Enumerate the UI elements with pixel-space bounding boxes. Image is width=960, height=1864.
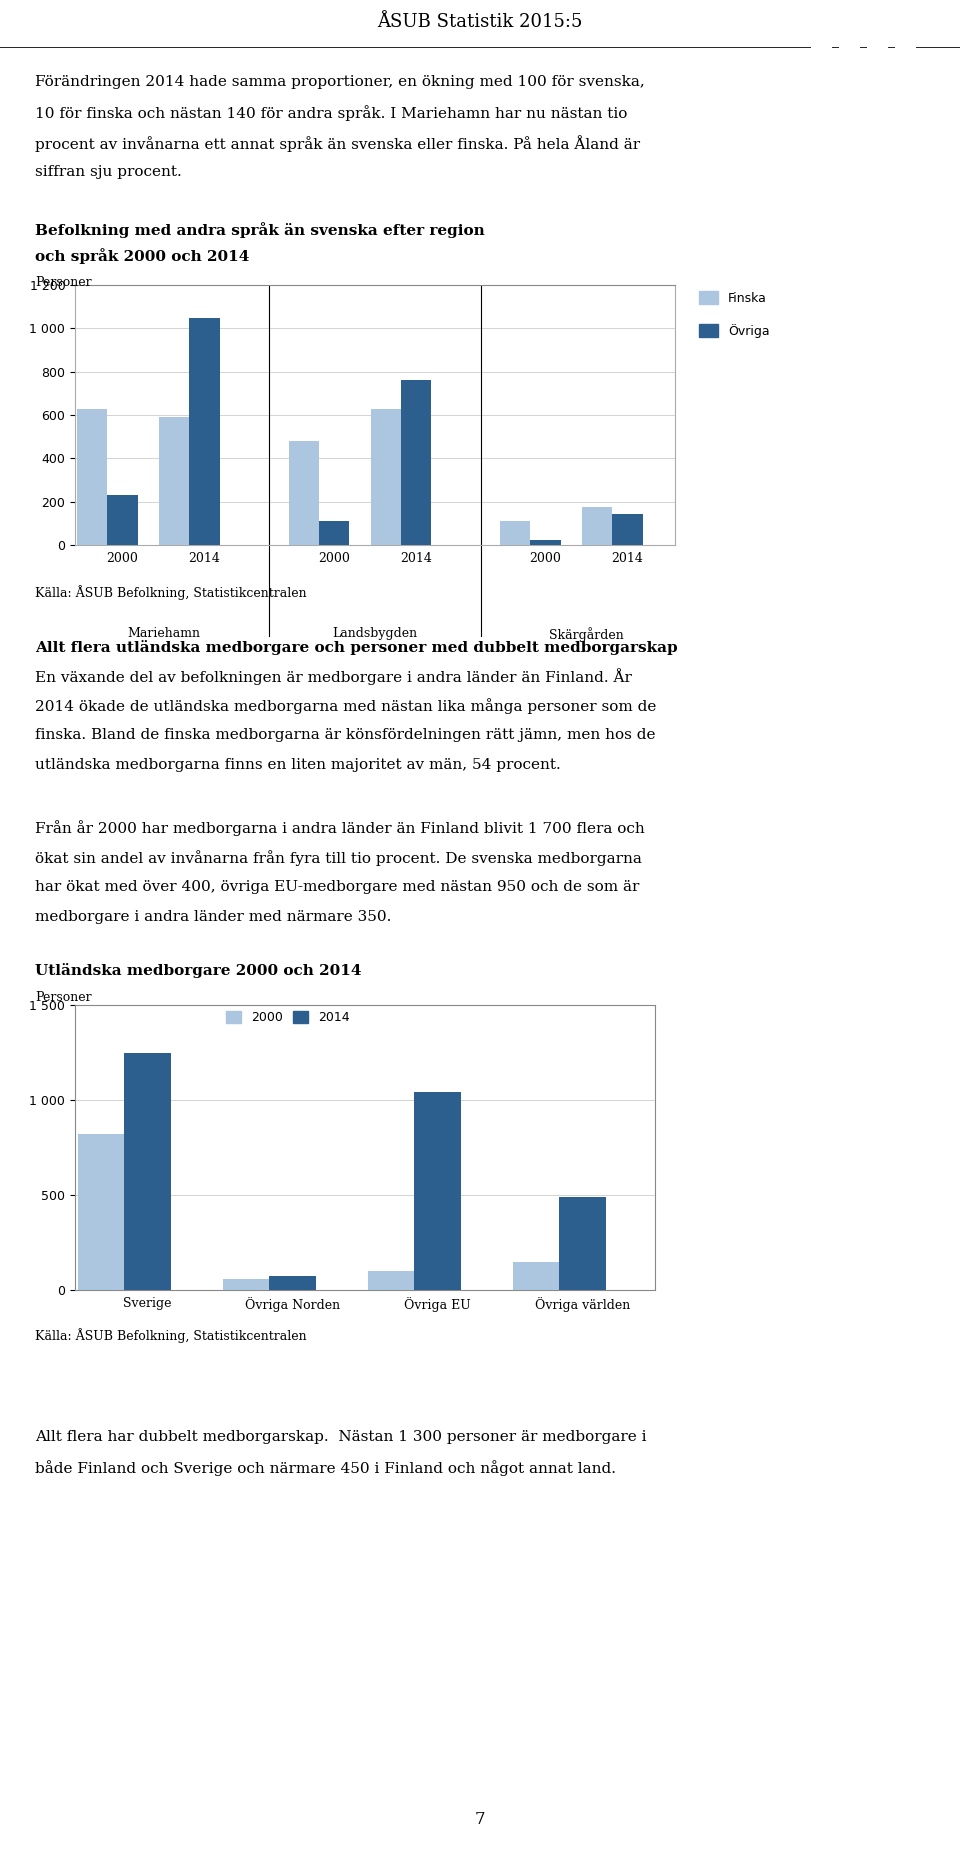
Text: Skärgården: Skärgården — [549, 628, 624, 643]
Legend: 2000, 2014: 2000, 2014 — [227, 1012, 349, 1023]
Bar — [270, 1275, 316, 1290]
Bar — [867, 15, 887, 52]
Text: Befolkning med andra språk än svenska efter region: Befolkning med andra språk än svenska ef… — [35, 222, 485, 239]
Bar — [612, 514, 642, 544]
Bar — [838, 26, 859, 52]
Text: 7: 7 — [474, 1812, 486, 1829]
Bar — [319, 522, 349, 544]
Text: Personer: Personer — [35, 276, 91, 289]
Bar — [189, 317, 220, 544]
Text: ÅSUB Statistik 2015:5: ÅSUB Statistik 2015:5 — [377, 13, 583, 30]
Text: Landsbygden: Landsbygden — [332, 628, 418, 641]
Bar — [77, 408, 108, 544]
Text: Källa: ÅSUB Befolkning, Statistikcentralen: Källa: ÅSUB Befolkning, Statistikcentral… — [35, 585, 306, 600]
Bar — [810, 37, 831, 52]
Text: Utländska medborgare 2000 och 2014: Utländska medborgare 2000 och 2014 — [35, 964, 362, 979]
Bar — [369, 1271, 415, 1290]
Text: ÅSUB: ÅSUB — [862, 32, 892, 41]
Text: finska. Bland de finska medborgarna är könsfördelningen rätt jämn, men hos de: finska. Bland de finska medborgarna är k… — [35, 729, 656, 742]
Text: medborgare i andra länder med närmare 350.: medborgare i andra länder med närmare 35… — [35, 910, 392, 925]
Text: Allt flera har dubbelt medborgarskap.  Nästan 1 300 personer är medborgare i: Allt flera har dubbelt medborgarskap. Nä… — [35, 1430, 646, 1445]
Text: ökat sin andel av invånarna från fyra till tio procent. De svenska medborgarna: ökat sin andel av invånarna från fyra ti… — [35, 850, 642, 867]
Bar — [371, 408, 401, 544]
Bar — [108, 496, 137, 544]
Text: Förändringen 2014 hade samma proportioner, en ökning med 100 för svenska,: Förändringen 2014 hade samma proportione… — [35, 75, 645, 89]
Bar — [401, 380, 431, 544]
Text: procent av invånarna ett annat språk än svenska eller finska. På hela Åland är: procent av invånarna ett annat språk än … — [35, 134, 640, 151]
Bar — [159, 418, 189, 544]
Bar — [500, 522, 530, 544]
Bar — [79, 1133, 125, 1290]
Text: 10 för finska och nästan 140 för andra språk. I Mariehamn har nu nästan tio: 10 för finska och nästan 140 för andra s… — [35, 104, 628, 121]
Text: både Finland och Sverige och närmare 450 i Finland och något annat land.: både Finland och Sverige och närmare 450… — [35, 1460, 616, 1476]
Text: utländska medborgarna finns en liten majoritet av män, 54 procent.: utländska medborgarna finns en liten maj… — [35, 759, 561, 772]
Bar — [415, 1092, 461, 1290]
Text: Mariehamn: Mariehamn — [127, 628, 200, 641]
Bar — [895, 6, 916, 52]
Bar — [125, 1053, 171, 1290]
Text: Allt flera utländska medborgare och personer med dubbelt medborgarskap: Allt flera utländska medborgare och pers… — [35, 639, 678, 654]
Bar — [530, 539, 561, 544]
Bar — [582, 507, 612, 544]
Bar — [289, 442, 319, 544]
Text: Personer: Personer — [35, 992, 91, 1005]
Text: har ökat med över 400, övriga EU-medborgare med nästan 950 och de som är: har ökat med över 400, övriga EU-medborg… — [35, 880, 639, 895]
Legend: Finska, Övriga: Finska, Övriga — [699, 291, 770, 337]
Text: Källa: ÅSUB Befolkning, Statistikcentralen: Källa: ÅSUB Befolkning, Statistikcentral… — [35, 1327, 306, 1342]
Text: siffran sju procent.: siffran sju procent. — [35, 166, 181, 179]
Text: En växande del av befolkningen är medborgare i andra länder än Finland. År: En växande del av befolkningen är medbor… — [35, 667, 632, 684]
Bar — [560, 1197, 606, 1290]
Bar — [224, 1279, 270, 1290]
Text: 2014 ökade de utländska medborgarna med nästan lika många personer som de: 2014 ökade de utländska medborgarna med … — [35, 697, 657, 714]
Text: och språk 2000 och 2014: och språk 2000 och 2014 — [35, 248, 250, 265]
Text: Från år 2000 har medborgarna i andra länder än Finland blivit 1 700 flera och: Från år 2000 har medborgarna i andra län… — [35, 820, 645, 835]
Bar — [514, 1262, 560, 1290]
